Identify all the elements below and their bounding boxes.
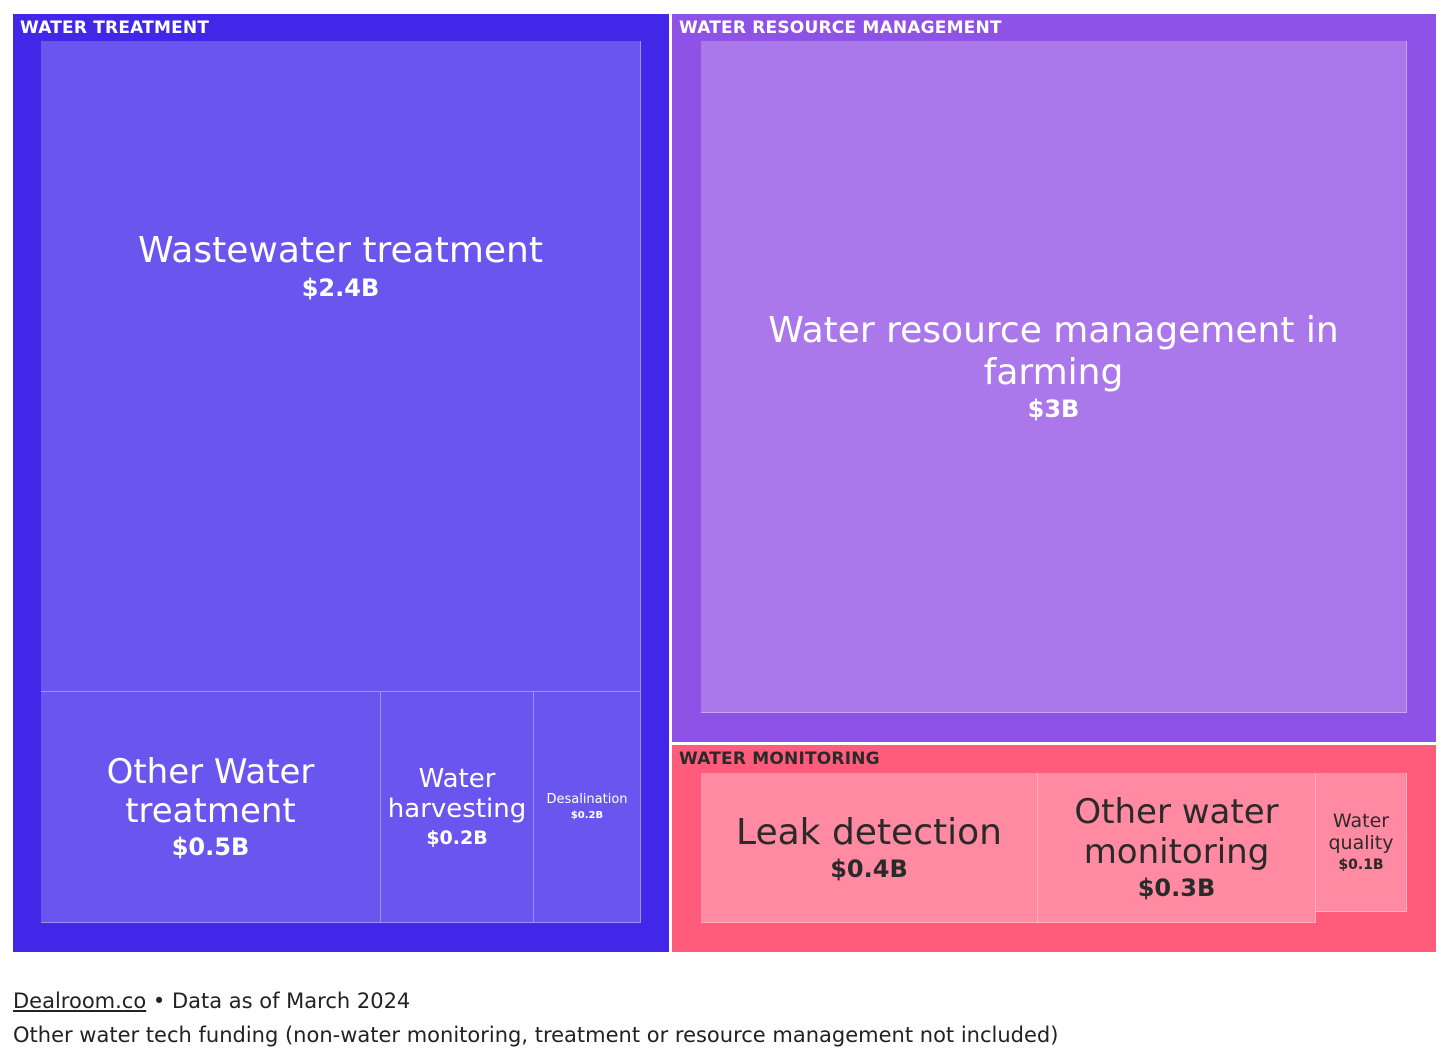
source-line: Dealroom.co • Data as of March 2024 xyxy=(13,984,1058,1018)
source-link[interactable]: Dealroom.co xyxy=(13,989,147,1013)
group-water-resource-management: WATER RESOURCE MANAGEMENT Water resource … xyxy=(672,14,1436,742)
cell-value: $0.1B xyxy=(1338,856,1384,873)
group-label: WATER MONITORING xyxy=(679,749,880,769)
cell-value: $0.3B xyxy=(1137,873,1216,902)
cell-name: Wastewater treatment xyxy=(138,230,543,272)
cell-value: $2.4B xyxy=(301,273,380,302)
treemap-cell-water-quality[interactable]: Water quality $0.1B xyxy=(1316,773,1407,912)
treemap-cell-water-harvesting[interactable]: Water harvesting $0.2B xyxy=(381,692,534,923)
cell-name: Leak detection xyxy=(736,811,1002,853)
treemap-cell-other-water-treatment[interactable]: Other Water treatment $0.5B xyxy=(41,692,381,923)
group-water-monitoring: WATER MONITORING Leak detection $0.4B Other… xyxy=(672,745,1436,952)
treemap-cell-desalination[interactable]: Desalination $0.2B xyxy=(534,692,641,923)
treemap-cell-wastewater-treatment[interactable]: Wastewater treatment $2.4B xyxy=(41,41,641,692)
treemap-chart: WATER TREATMENT Wastewater treatment $2.4B… xyxy=(13,14,1436,952)
treemap-cell-other-water-monitoring[interactable]: Other water monitoring $0.3B xyxy=(1038,773,1316,923)
cell-value: $0.2B xyxy=(426,826,488,849)
cell-name: Desalination xyxy=(546,792,628,808)
cell-name: Other Water treatment xyxy=(106,751,315,831)
group-water-treatment: WATER TREATMENT Wastewater treatment $2.4B… xyxy=(13,14,669,952)
date-note: • Data as of March 2024 xyxy=(146,989,411,1013)
cell-name: Water quality xyxy=(1328,810,1394,854)
group-label: WATER RESOURCE MANAGEMENT xyxy=(679,18,1002,38)
treemap-cell-leak-detection[interactable]: Leak detection $0.4B xyxy=(701,773,1038,923)
footnote: Other water tech funding (non-water moni… xyxy=(13,1023,1059,1047)
treemap-cell-water-resource-management-in-farming[interactable]: Water resource management in farming $3B xyxy=(701,41,1407,713)
cell-name: Water resource management in farming xyxy=(768,310,1339,393)
cell-value: $3B xyxy=(1027,394,1080,423)
cell-value: $0.5B xyxy=(171,833,250,862)
cell-value: $0.2B xyxy=(570,809,604,821)
cell-name: Water harvesting xyxy=(387,764,527,824)
chart-footer: Dealroom.co • Data as of March 2024 Othe… xyxy=(13,984,1058,1052)
cell-value: $0.4B xyxy=(830,855,908,884)
group-label: WATER TREATMENT xyxy=(20,18,210,38)
cell-name: Other water monitoring xyxy=(1074,792,1279,872)
